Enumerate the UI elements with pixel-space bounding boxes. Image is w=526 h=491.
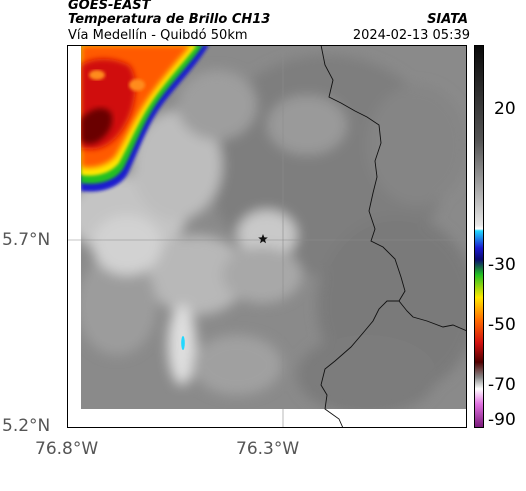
small-cold-spot	[181, 336, 185, 350]
lat-tick-label: 5.7°N	[2, 230, 51, 250]
brightness-temperature-map	[67, 45, 467, 428]
star-icon	[258, 234, 268, 244]
title-region: Vía Medellín - Quibdó 50km	[68, 28, 248, 43]
colorbar-tick-label: 20	[494, 99, 516, 119]
cloud-texture	[81, 55, 467, 409]
lon-tick-label: 76.3°W	[236, 439, 300, 459]
colorbar-tick-label: -50	[488, 315, 516, 335]
title-satellite: GOES-EAST	[68, 0, 151, 13]
colorbar-tick-label: -70	[488, 375, 516, 395]
datetime-label: 2024-02-13 05:39	[352, 28, 470, 43]
colorbar-tick-label: -90	[488, 410, 516, 430]
temperature-colorbar	[474, 45, 484, 428]
boundary-line-east	[398, 300, 467, 332]
lon-tick-label: 76.8°W	[35, 439, 99, 459]
org-label: SIATA	[427, 12, 468, 27]
lat-tick-label: 5.2°N	[2, 416, 51, 436]
cold-cloud-top	[81, 45, 209, 192]
boundary-line	[320, 45, 406, 428]
colorbar-tick-label: -30	[488, 255, 516, 275]
title-product: Temperatura de Brillo CH13	[68, 12, 271, 27]
